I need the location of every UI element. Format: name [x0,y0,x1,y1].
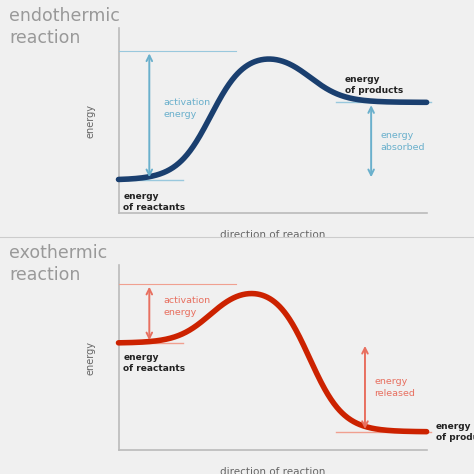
Text: endothermic
reaction: endothermic reaction [9,7,120,47]
Text: energy
of products: energy of products [436,422,474,442]
Text: energy: energy [85,341,95,375]
Text: activation
energy: activation energy [164,98,210,118]
Text: activation
energy: activation energy [164,296,210,317]
Text: direction of reaction: direction of reaction [220,230,325,240]
Text: energy
of reactants: energy of reactants [123,353,185,373]
Text: energy
absorbed: energy absorbed [381,131,425,152]
Text: exothermic
reaction: exothermic reaction [9,244,108,284]
Text: energy
of reactants: energy of reactants [123,192,185,212]
Text: energy: energy [85,104,95,138]
Text: energy
of products: energy of products [345,75,403,95]
Text: energy
released: energy released [374,377,415,398]
Text: direction of reaction: direction of reaction [220,467,325,474]
